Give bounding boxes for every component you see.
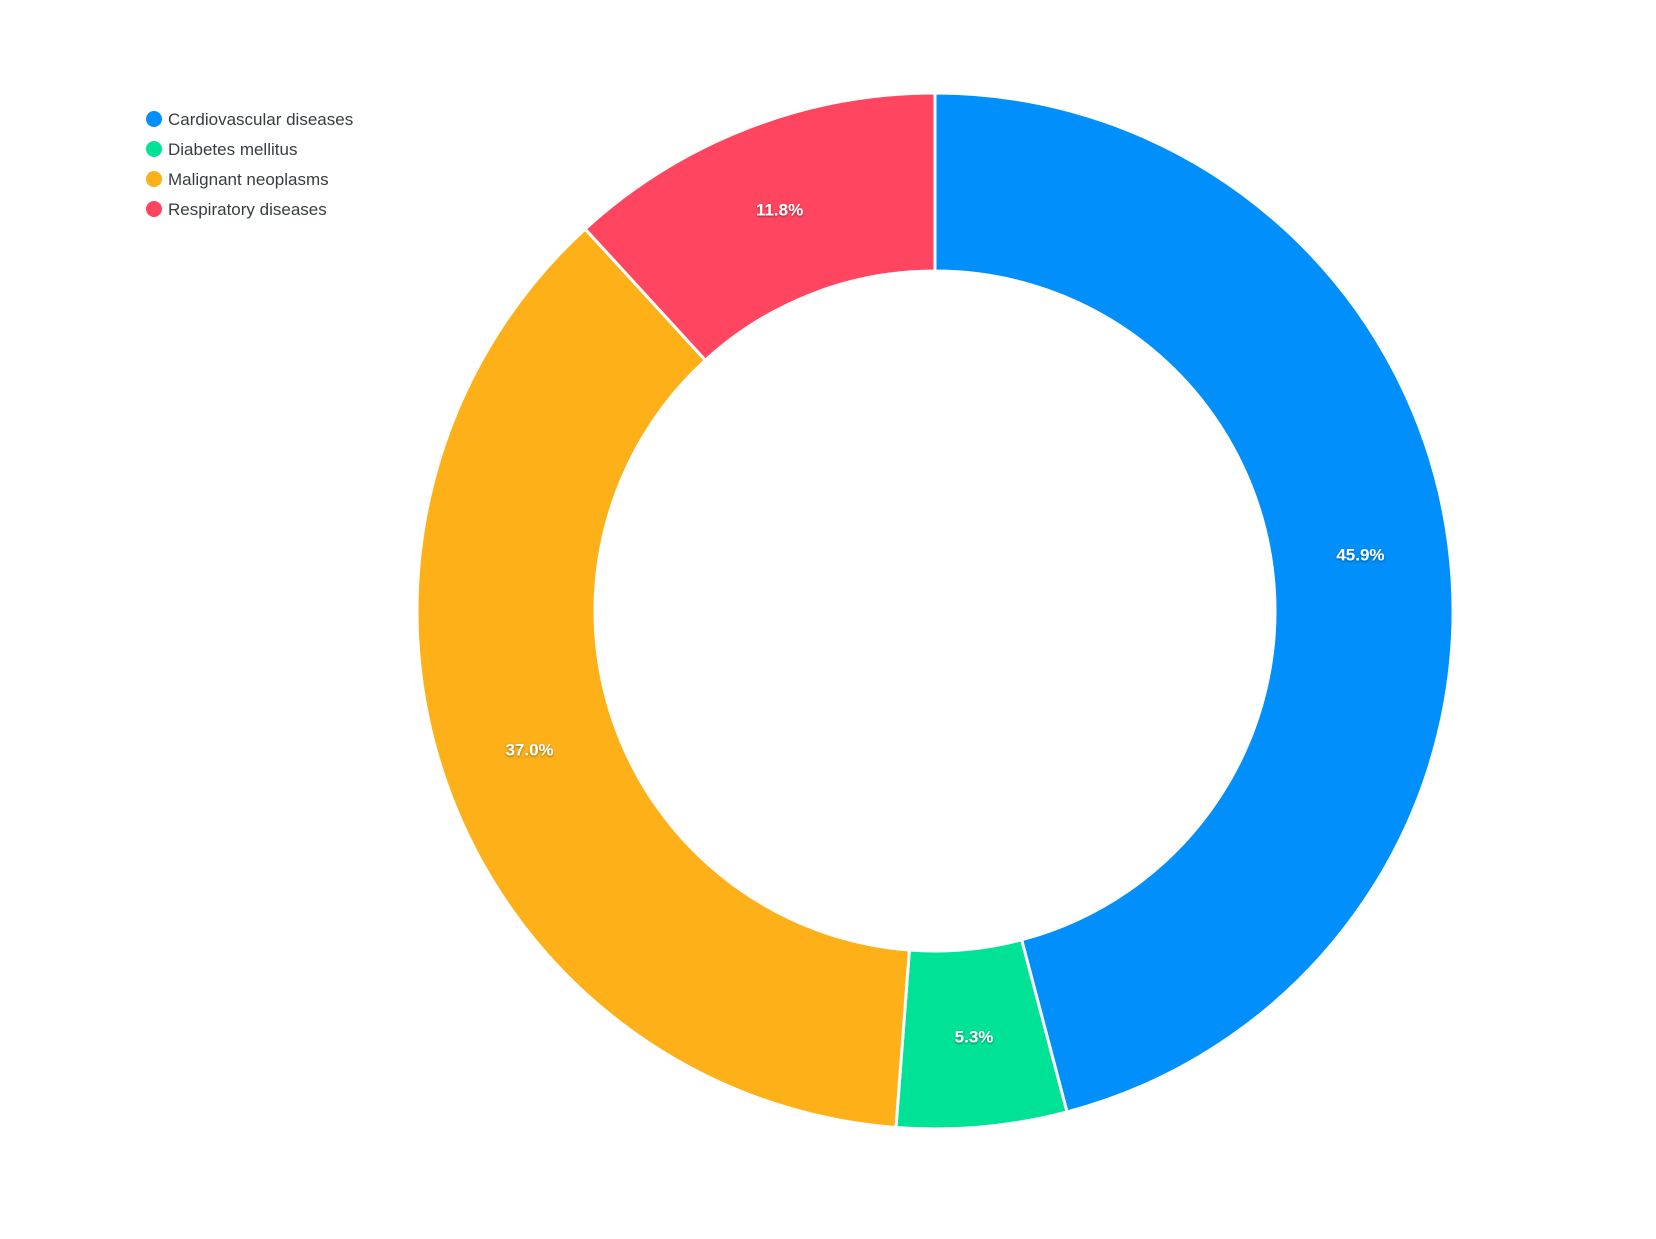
legend-item-respiratory-diseases[interactable]: Respiratory diseases xyxy=(146,194,353,224)
legend-marker-cardiovascular-icon xyxy=(146,111,162,127)
slice-label-diabetes-mellitus: 5.3% xyxy=(955,1028,994,1047)
donut-slice-respiratory-diseases[interactable] xyxy=(583,91,937,362)
donut-slice-malignant-neoplasms[interactable] xyxy=(415,227,911,1130)
legend-label: Cardiovascular diseases xyxy=(168,109,354,129)
donut-slice-cardiovascular-diseases[interactable] xyxy=(933,91,1455,1114)
legend-marker-diabetes-icon xyxy=(146,141,162,157)
slice-label-cardiovascular-diseases: 45.9% xyxy=(1336,545,1384,564)
legend-item-malignant-neoplasms[interactable]: Malignant neoplasms xyxy=(146,164,353,194)
slice-label-respiratory-diseases: 11.8% xyxy=(756,201,803,220)
slice-label-malignant-neoplasms: 37.0% xyxy=(505,741,553,760)
legend-label: Malignant neoplasms xyxy=(168,169,329,189)
legend-marker-respiratory-icon xyxy=(146,201,162,217)
legend-item-diabetes-mellitus[interactable]: Diabetes mellitus xyxy=(146,134,353,164)
legend-label: Respiratory diseases xyxy=(168,199,327,219)
chart-legend: Cardiovascular diseases Diabetes mellitu… xyxy=(146,104,353,224)
legend-item-cardiovascular-diseases[interactable]: Cardiovascular diseases xyxy=(146,104,353,134)
legend-label: Diabetes mellitus xyxy=(168,139,298,159)
legend-marker-malignant-icon xyxy=(146,171,162,187)
